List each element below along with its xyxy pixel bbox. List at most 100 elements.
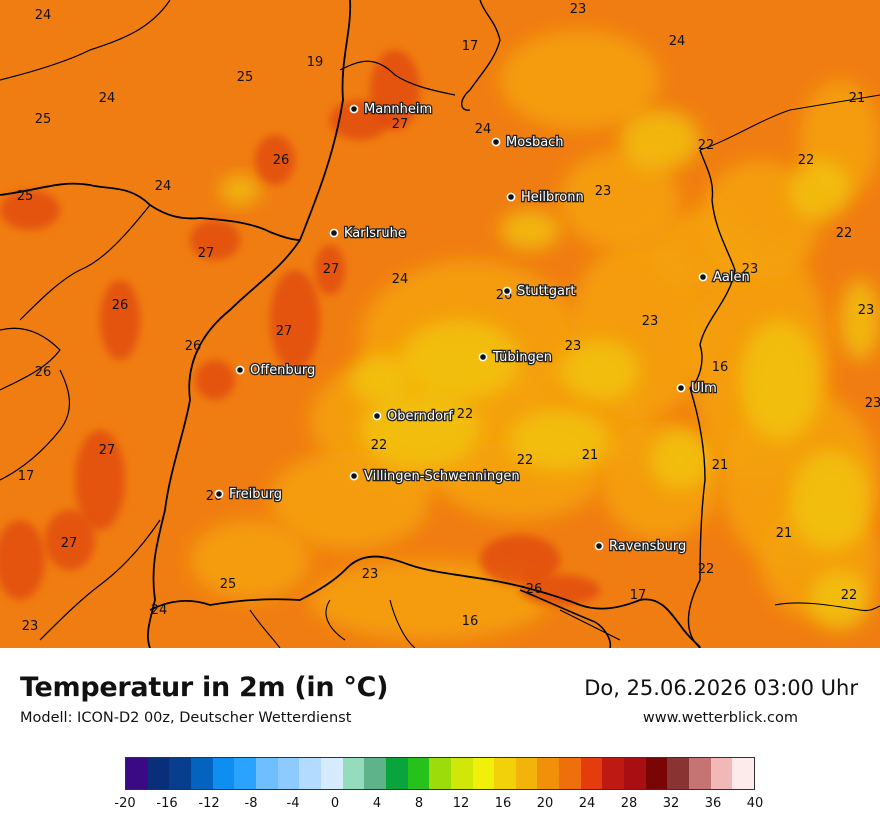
legend-tick-label: 0 — [330, 796, 340, 811]
temperature-value: 25 — [35, 112, 52, 127]
legend-swatch — [537, 758, 560, 789]
legend-swatch — [580, 758, 603, 789]
city-marker[interactable]: Karlsruhe — [329, 225, 407, 242]
city-marker[interactable]: Aalen — [698, 269, 751, 286]
legend-swatch — [342, 758, 365, 789]
city-marker[interactable]: Tübingen — [478, 349, 553, 366]
temperature-field — [0, 30, 880, 640]
city-label: Karlsruhe — [344, 226, 406, 241]
legend-swatch — [624, 758, 646, 789]
temperature-patch — [270, 270, 320, 370]
swiss-border — [149, 555, 701, 648]
temperature-value: 23 — [565, 339, 582, 354]
city-label: Offenburg — [250, 363, 315, 378]
city-marker[interactable]: Heilbronn — [506, 189, 585, 206]
swiss-local-2 — [559, 602, 880, 641]
temperature-value: 26 — [273, 153, 290, 168]
temperature-value: 21 — [582, 448, 599, 463]
temperature-value: 24 — [392, 272, 409, 287]
temperature-patch — [520, 575, 600, 605]
city-dot — [491, 137, 501, 147]
city-marker[interactable]: Villingen-Schwenningen — [349, 468, 521, 485]
legend-swatch — [515, 758, 538, 789]
legend-tick-label: 36 — [704, 796, 722, 811]
temperature-value: 23 — [642, 314, 659, 329]
temperature-value: 26 — [35, 365, 52, 380]
legend-swatch — [667, 758, 690, 789]
temperature-value: 24 — [669, 34, 686, 49]
temperature-value: 27 — [276, 324, 293, 339]
legend-swatch — [710, 758, 733, 789]
legend-tick-label: -8 — [244, 796, 258, 811]
legend-tick-label: 20 — [536, 796, 554, 811]
city-label: Tübingen — [492, 350, 552, 365]
temperature-value: 26 — [185, 339, 202, 354]
city-marker[interactable]: Oberndorf — [372, 408, 455, 425]
temperature-value: 24 — [99, 91, 116, 106]
city-label: Aalen — [713, 270, 750, 285]
legend-ticks: -20 -16 -12 -8 -4 0 4 8 12 16 20 24 28 32 36 40 — [114, 796, 763, 814]
legend-tick-label: 4 — [372, 796, 382, 811]
local-border-n — [339, 60, 456, 96]
temperature-patch — [810, 570, 870, 630]
temperature-value: 25 — [237, 70, 254, 85]
legend-swatch — [559, 758, 581, 789]
temperature-value: 26 — [526, 582, 543, 597]
legend-swatch — [472, 758, 495, 789]
city-dot — [372, 411, 382, 421]
temperature-value: 22 — [698, 562, 715, 577]
temperature-value: 22 — [836, 226, 853, 241]
temperature-patch — [75, 430, 125, 530]
legend-tick-label: -16 — [156, 796, 178, 811]
city-marker[interactable]: Freiburg — [214, 486, 283, 503]
city-marker[interactable]: Offenburg — [235, 362, 317, 379]
city-marker[interactable]: Ulm — [676, 380, 718, 397]
legend-swatch — [494, 758, 516, 789]
legend-tick-label: -12 — [198, 796, 220, 811]
legend-swatch — [299, 758, 321, 789]
temperature-patch — [740, 320, 820, 440]
legend-swatch — [602, 758, 625, 789]
city-marker[interactable]: Mannheim — [349, 101, 433, 118]
temperature-value: 27 — [392, 117, 409, 132]
temperature-patch — [45, 510, 95, 570]
city-marker[interactable]: Mosbach — [491, 134, 565, 151]
temperature-patch — [840, 280, 880, 360]
city-dot — [676, 383, 686, 393]
temperature-patch — [195, 360, 235, 400]
temperature-map[interactable]: 24 23 24 17 19 25 24 25 21 27 24 22 26 22 24 23 25 22 27 23… — [0, 0, 880, 648]
map-title: Temperatur in 2m (in °C) — [20, 672, 389, 703]
temperature-patch — [190, 520, 310, 600]
local-border-west-2 — [0, 369, 71, 481]
legend-swatch — [407, 758, 430, 789]
lake-constance-border — [519, 589, 612, 648]
city-marker[interactable]: Ravensburg — [594, 538, 688, 555]
local-border-west-3 — [39, 519, 161, 641]
city-dot — [214, 489, 224, 499]
temperature-value: 26 — [112, 298, 129, 313]
temperature-value: 23 — [858, 303, 875, 318]
legend-tick-label: 16 — [494, 796, 512, 811]
city-dot — [594, 541, 604, 551]
temperature-patch — [650, 430, 710, 490]
website-link[interactable]: www.wetterblick.com — [642, 710, 798, 726]
temperature-value: 23 — [865, 396, 880, 411]
temperature-patch — [400, 320, 520, 400]
legend-swatch — [169, 758, 191, 789]
local-border-nw — [0, 0, 171, 81]
legend-tick-label: 40 — [746, 796, 764, 811]
temperature-values: 24 23 24 17 19 25 24 25 21 27 24 22 26 22 24 23 25 22 27 23… — [17, 2, 880, 634]
local-border-west — [0, 327, 61, 391]
temperature-patch — [500, 210, 560, 250]
city-marker[interactable]: Stuttgart — [502, 283, 577, 300]
city-markers: Mannheim Mosbach Heilbronn Karlsruhe Stuttga… — [214, 101, 751, 555]
rhine-border — [147, 0, 352, 648]
temperature-value: 23 — [22, 619, 39, 634]
model-info: Modell: ICON-D2 00z, Deutscher Wetterdie… — [20, 710, 352, 726]
temperature-value: 21 — [712, 458, 729, 473]
temperature-value: 24 — [35, 8, 52, 23]
temperature-value: 22 — [371, 438, 388, 453]
temperature-value: 23 — [742, 262, 759, 277]
temperature-value: 25 — [17, 189, 34, 204]
city-label: Freiburg — [229, 487, 282, 502]
